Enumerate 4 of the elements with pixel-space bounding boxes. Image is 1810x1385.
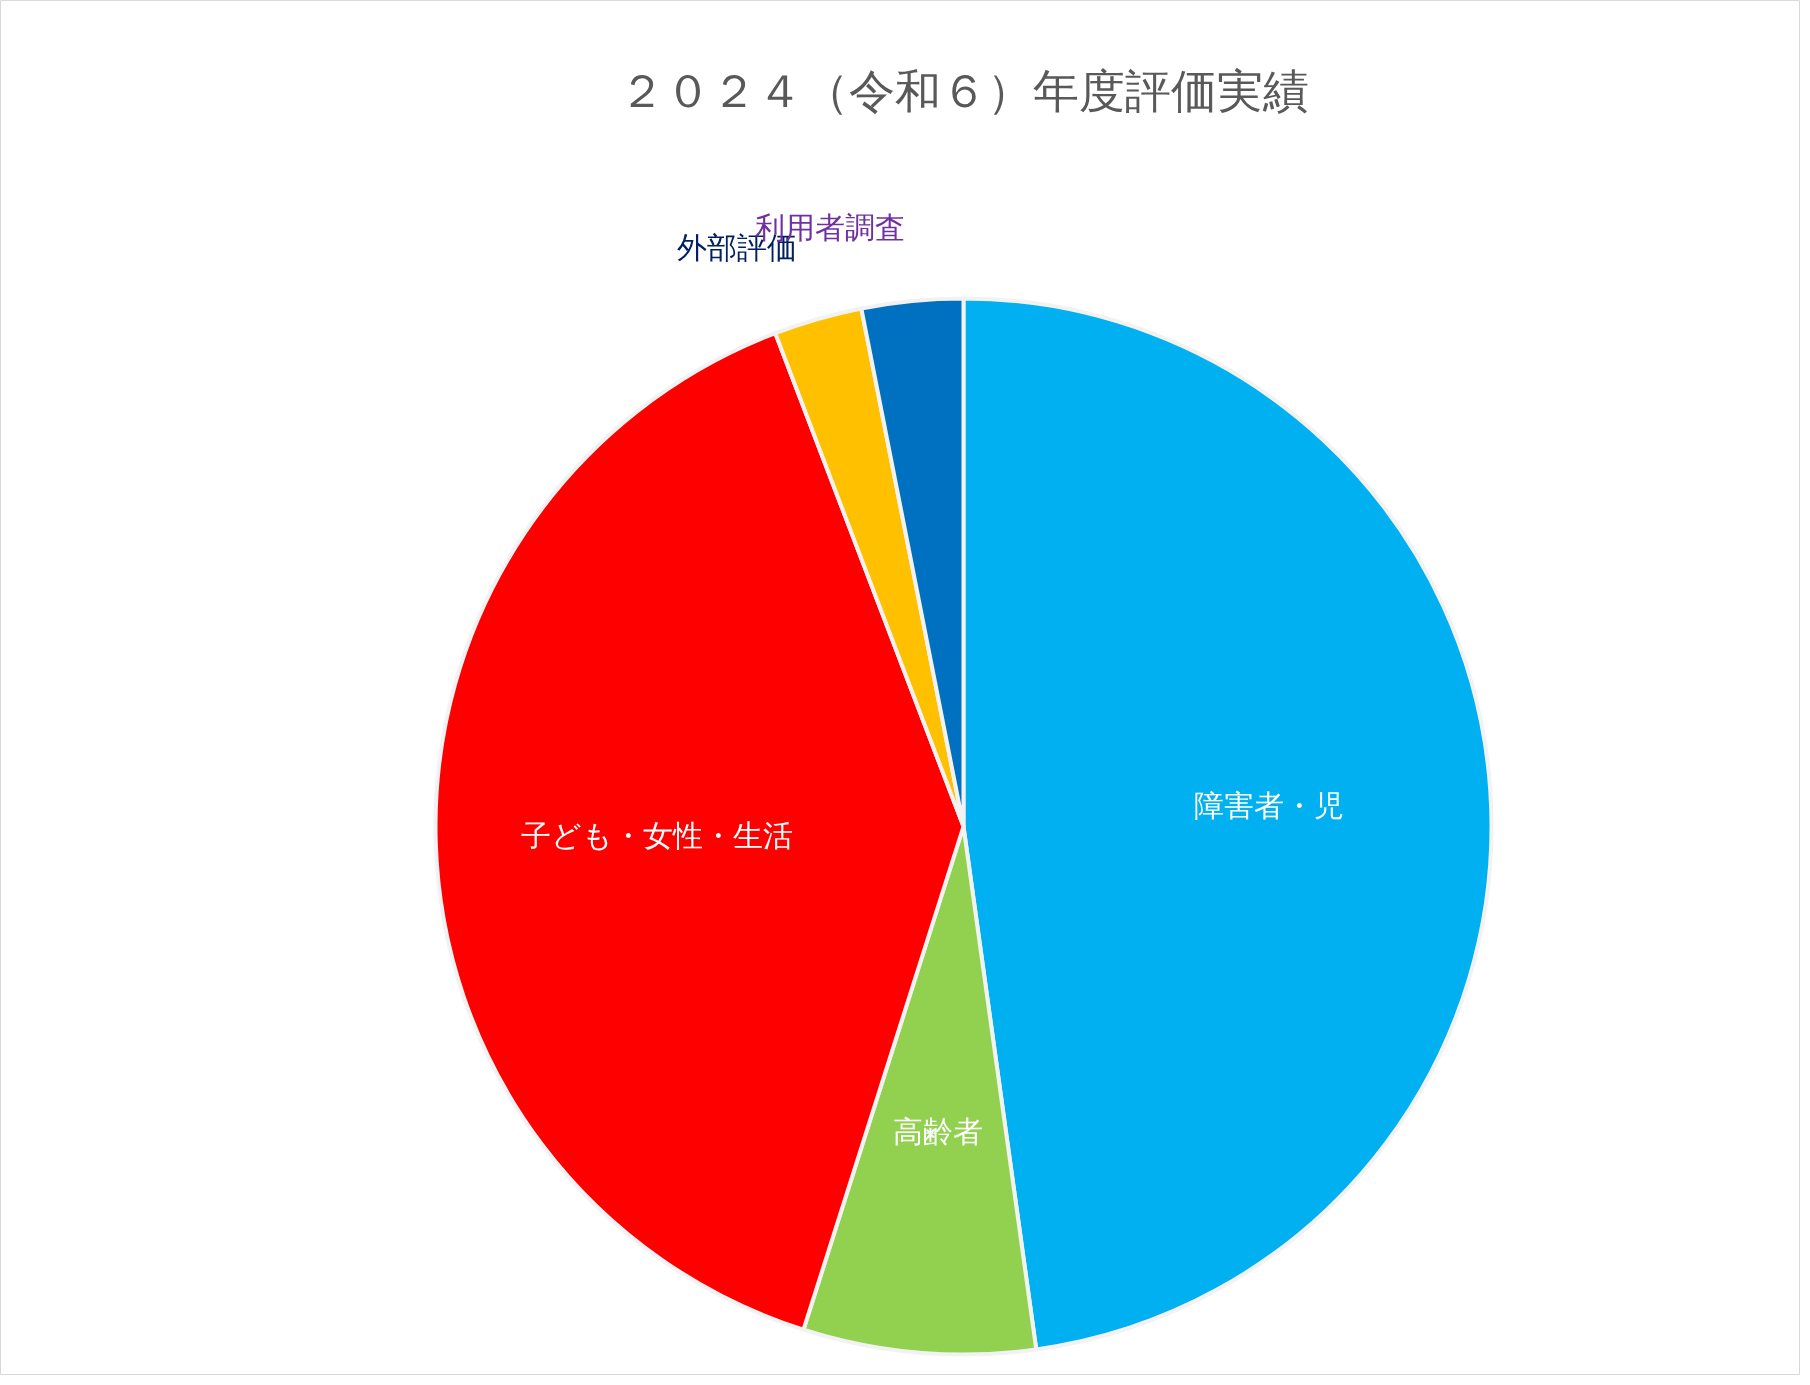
slice-label: 子ども・女性・生活: [521, 817, 794, 853]
slice-label: 高齢者: [892, 1114, 983, 1150]
slice-label: 障害者・児: [1194, 787, 1345, 823]
chart-title: ２０２４（令和６）年度評価実績: [618, 63, 1309, 118]
